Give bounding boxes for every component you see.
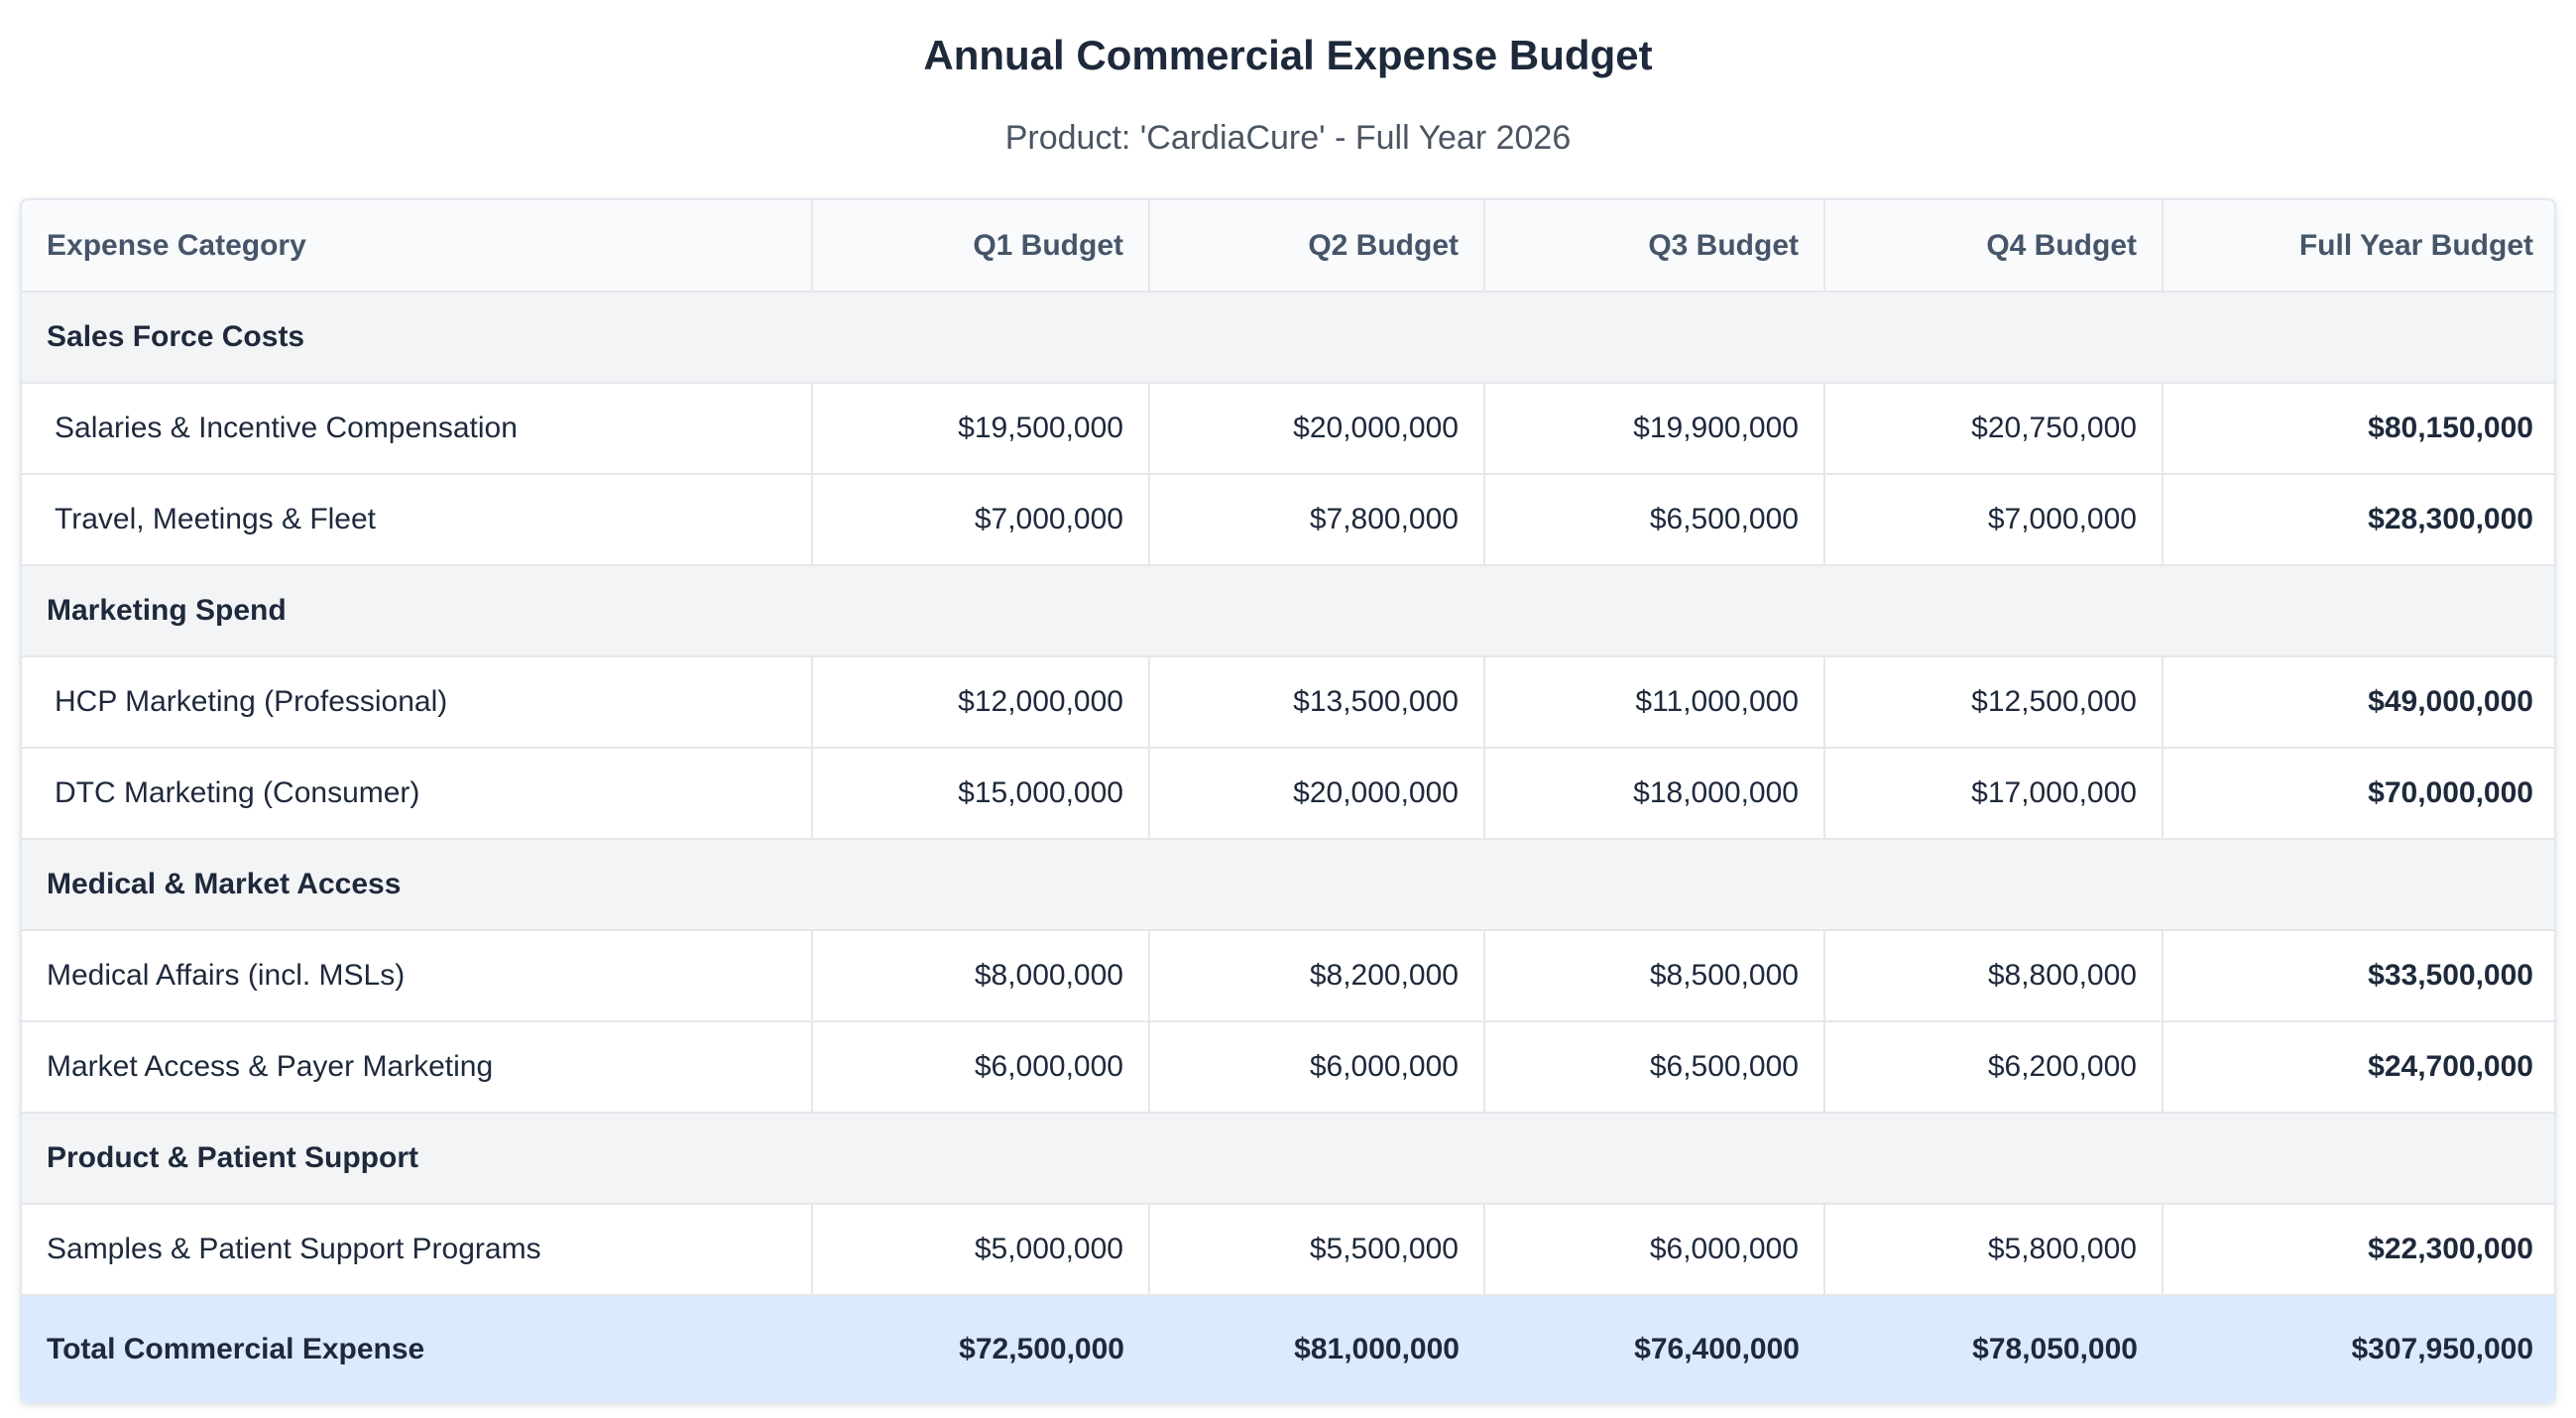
q4-cell: $17,000,000 (1824, 748, 2164, 840)
table-row: Samples & Patient Support Programs $5,00… (22, 1204, 2554, 1296)
q2-cell: $6,000,000 (1149, 1021, 1485, 1114)
q3-cell: $6,500,000 (1484, 1021, 1825, 1114)
table-row: Medical Affairs (incl. MSLs) $8,000,000 … (22, 930, 2554, 1022)
full-year-cell: $49,000,000 (2163, 656, 2554, 749)
q2-cell: $20,000,000 (1149, 383, 1485, 475)
header-q4-budget: Q4 Budget (1824, 200, 2164, 293)
header-expense-category: Expense Category (22, 200, 813, 293)
full-year-cell: $24,700,000 (2163, 1021, 2554, 1114)
q1-cell: $19,500,000 (812, 383, 1150, 475)
page-subtitle: Product: 'CardiaCure' - Full Year 2026 (1004, 119, 1572, 157)
table-row: HCP Marketing (Professional) $12,000,000… (22, 656, 2554, 749)
group-row-marketing-spend: Marketing Spend (22, 565, 2554, 657)
category-cell: Medical Affairs (incl. MSLs) (22, 930, 813, 1022)
group-label: Medical & Market Access (22, 839, 2554, 931)
table-row: Salaries & Incentive Compensation $19,50… (22, 383, 2554, 475)
full-year-cell: $22,300,000 (2163, 1204, 2554, 1296)
q4-cell: $6,200,000 (1824, 1021, 2164, 1114)
page-title: Annual Commercial Expense Budget (923, 32, 1653, 78)
q3-cell: $19,900,000 (1484, 383, 1825, 475)
category-cell: Salaries & Incentive Compensation (22, 383, 813, 475)
total-row: Total Commercial Expense $72,500,000 $81… (22, 1295, 2554, 1402)
q2-cell: $13,500,000 (1149, 656, 1485, 749)
q1-cell: $12,000,000 (812, 656, 1150, 749)
total-q2-cell: $81,000,000 (1149, 1295, 1484, 1402)
table-row: Travel, Meetings & Fleet $7,000,000 $7,8… (22, 474, 2554, 566)
group-label: Marketing Spend (22, 565, 2554, 657)
q4-cell: $8,800,000 (1824, 930, 2164, 1022)
q3-cell: $6,000,000 (1484, 1204, 1825, 1296)
q1-cell: $5,000,000 (812, 1204, 1150, 1296)
q1-cell: $8,000,000 (812, 930, 1150, 1022)
category-cell: Travel, Meetings & Fleet (22, 474, 813, 566)
header-q3-budget: Q3 Budget (1484, 200, 1825, 293)
category-cell: Market Access & Payer Marketing (22, 1021, 813, 1114)
group-label: Sales Force Costs (22, 292, 2554, 384)
q2-cell: $7,800,000 (1149, 474, 1485, 566)
q3-cell: $8,500,000 (1484, 930, 1825, 1022)
q2-cell: $8,200,000 (1149, 930, 1485, 1022)
q3-cell: $18,000,000 (1484, 748, 1825, 840)
total-q4-cell: $78,050,000 (1824, 1295, 2163, 1402)
q1-cell: $15,000,000 (812, 748, 1150, 840)
category-cell: HCP Marketing (Professional) (22, 656, 813, 749)
budget-table: Expense Category Q1 Budget Q2 Budget Q3 … (22, 200, 2554, 1402)
header-q2-budget: Q2 Budget (1149, 200, 1485, 293)
full-year-cell: $80,150,000 (2163, 383, 2554, 475)
q4-cell: $7,000,000 (1824, 474, 2164, 566)
header-full-year-budget: Full Year Budget (2163, 200, 2554, 293)
header-q1-budget: Q1 Budget (812, 200, 1150, 293)
group-label: Product & Patient Support (22, 1113, 2554, 1205)
total-q1-cell: $72,500,000 (812, 1295, 1149, 1402)
category-cell: DTC Marketing (Consumer) (22, 748, 813, 840)
q1-cell: $6,000,000 (812, 1021, 1150, 1114)
q4-cell: $20,750,000 (1824, 383, 2164, 475)
total-q3-cell: $76,400,000 (1484, 1295, 1824, 1402)
q1-cell: $7,000,000 (812, 474, 1150, 566)
group-row-medical-market-access: Medical & Market Access (22, 839, 2554, 931)
full-year-cell: $33,500,000 (2163, 930, 2554, 1022)
group-row-sales-force: Sales Force Costs (22, 292, 2554, 384)
q2-cell: $20,000,000 (1149, 748, 1485, 840)
total-full-year-cell: $307,950,000 (2163, 1295, 2554, 1402)
q3-cell: $6,500,000 (1484, 474, 1825, 566)
full-year-cell: $70,000,000 (2163, 748, 2554, 840)
full-year-cell: $28,300,000 (2163, 474, 2554, 566)
table-row: DTC Marketing (Consumer) $15,000,000 $20… (22, 748, 2554, 840)
table-row: Market Access & Payer Marketing $6,000,0… (22, 1021, 2554, 1114)
table-header-row: Expense Category Q1 Budget Q2 Budget Q3 … (22, 200, 2554, 293)
q4-cell: $5,800,000 (1824, 1204, 2164, 1296)
budget-table-container: Expense Category Q1 Budget Q2 Budget Q3 … (20, 198, 2556, 1404)
q2-cell: $5,500,000 (1149, 1204, 1485, 1296)
category-cell: Samples & Patient Support Programs (22, 1204, 813, 1296)
group-row-product-patient-support: Product & Patient Support (22, 1113, 2554, 1205)
q4-cell: $12,500,000 (1824, 656, 2164, 749)
q3-cell: $11,000,000 (1484, 656, 1825, 749)
total-label: Total Commercial Expense (22, 1295, 812, 1402)
